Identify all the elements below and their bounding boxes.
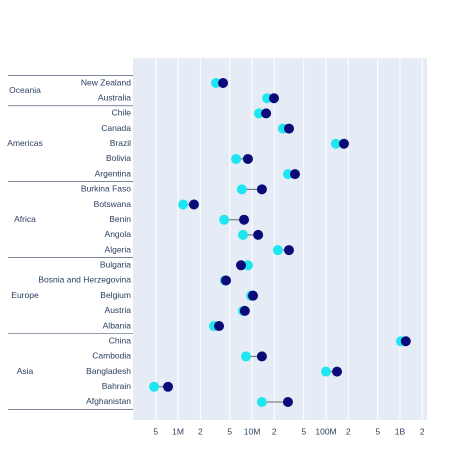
dot [236,184,247,195]
y-tick-label: Canada [101,123,131,133]
dot [239,214,250,225]
dot [256,351,267,362]
y-tick-label: Bosnia and Herzegovina [38,275,131,285]
y-tick-label: New Zealand [81,77,131,87]
dot [241,351,252,362]
y-tick-label: Benin [109,214,131,224]
dot [332,366,343,377]
dot [188,199,199,210]
y-tick-label: Angola [105,229,132,239]
dot [289,169,300,180]
dot [320,366,331,377]
plot-background [133,58,427,420]
x-tick-label: 1M [172,426,184,436]
dot [253,108,264,119]
x-tick-label: 2 [346,426,351,436]
dot [272,245,283,256]
dot [282,396,293,407]
y-tick-label: Bulgaria [100,260,131,270]
x-tick-label: 2 [420,426,425,436]
dot [237,229,248,240]
dot [178,199,189,210]
group-label: Americas [7,138,42,148]
y-tick-label: Afghanistan [86,396,131,406]
x-tick-label: 5 [227,426,232,436]
y-tick-label: Australia [98,92,131,102]
group-label: Asia [17,366,34,376]
y-tick-label: Burkina Faso [81,184,131,194]
group-label: Oceania [9,85,41,95]
dot [283,245,294,256]
dot [338,138,349,149]
dot [242,260,253,271]
x-tick-label: 100M [315,426,336,436]
y-tick-label: Bolivia [106,153,131,163]
x-tick-label: 5 [375,426,380,436]
group-label: Africa [14,214,36,224]
y-tick-label: China [109,335,131,345]
dot [211,78,222,88]
dot [268,93,279,104]
dot [239,305,250,316]
dot [261,108,272,119]
y-tick-label: Argentina [95,168,132,178]
y-tick-label: Algeria [105,244,132,254]
x-tick-label: 5 [153,426,158,436]
y-tick-label: Cambodia [92,351,131,361]
dot [214,321,225,332]
dot [219,214,230,225]
y-tick-label: Botswana [94,199,132,209]
dot [262,93,273,104]
x-tick-label: 10M [244,426,261,436]
y-tick-label: Brazil [110,138,131,148]
y-tick-label: Chile [112,108,132,118]
y-tick-label: Belgium [100,290,131,300]
group-label: Europe [11,290,39,300]
dot [231,153,242,164]
dot [283,123,294,134]
dot [256,184,267,195]
dot [256,396,267,407]
dot [163,381,174,392]
x-tick-label: 5 [301,426,306,436]
y-tick-label: Bahrain [102,381,132,391]
dot [242,153,253,164]
dot [253,229,264,240]
y-tick-label: Austria [105,305,132,315]
x-tick-label: 2 [272,426,277,436]
y-tick-label: Albania [103,320,132,330]
dot [282,169,293,180]
x-tick-label: 1B [395,426,406,436]
x-tick-label: 2 [198,426,203,436]
dot [247,290,258,301]
dot [400,336,411,347]
dot [149,381,160,392]
dot [330,138,341,149]
y-tick-label: Bangladesh [86,366,131,376]
dot [221,275,232,286]
dot [218,78,229,88]
dot [236,260,247,271]
